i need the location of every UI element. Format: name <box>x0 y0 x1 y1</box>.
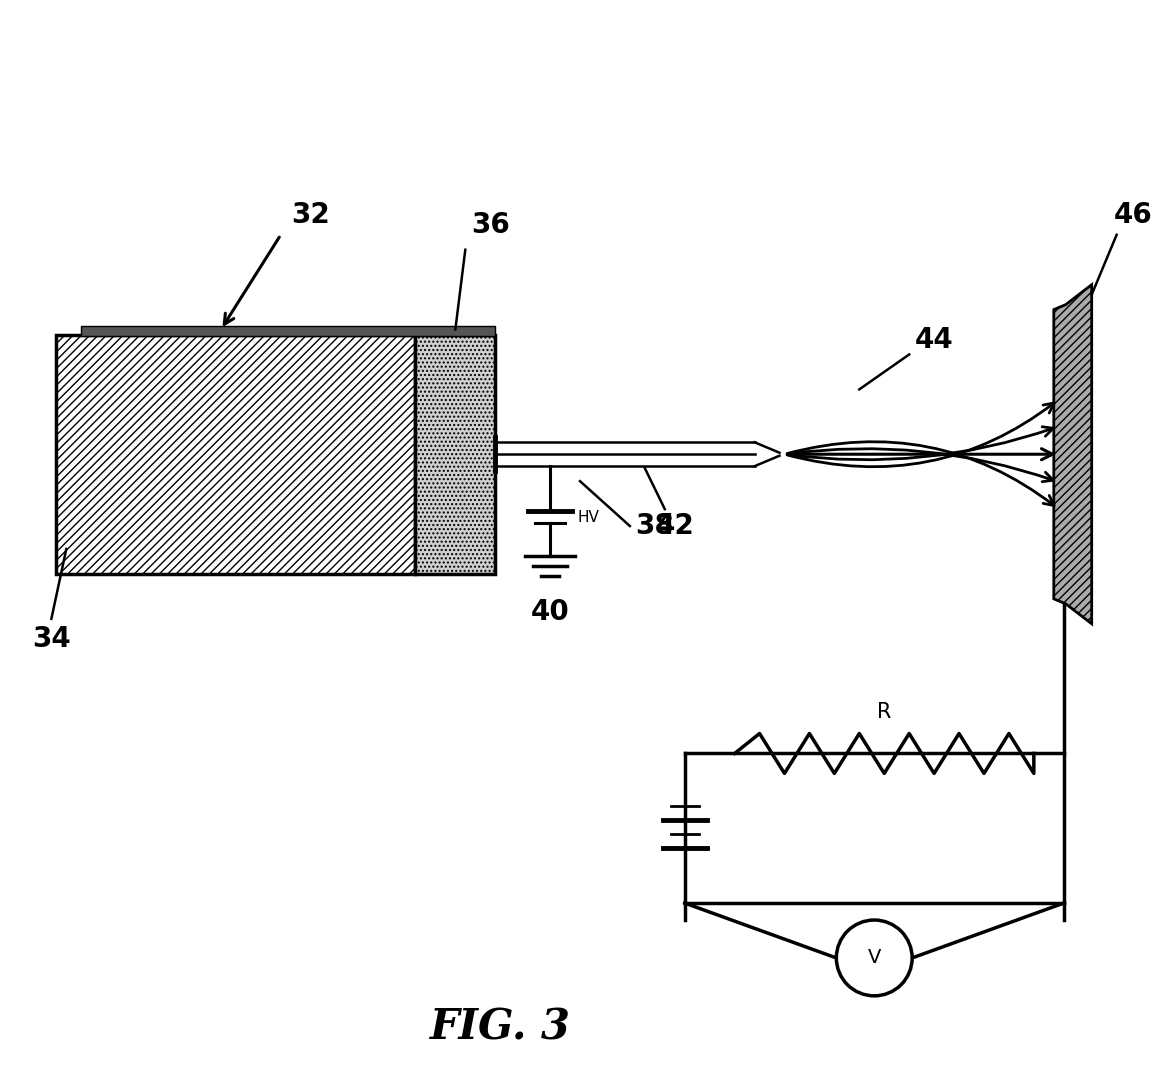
Text: 32: 32 <box>292 201 330 229</box>
Circle shape <box>837 920 913 996</box>
Text: 36: 36 <box>470 210 510 238</box>
Text: FIG. 3: FIG. 3 <box>429 1007 571 1048</box>
Text: 42: 42 <box>656 512 694 540</box>
Bar <box>56 335 415 573</box>
Bar <box>56 335 415 573</box>
Text: V: V <box>867 948 881 967</box>
Text: HV: HV <box>576 509 599 525</box>
Text: 40: 40 <box>531 598 569 625</box>
Polygon shape <box>1054 285 1091 623</box>
Bar <box>415 335 495 573</box>
Bar <box>82 325 495 336</box>
Text: R: R <box>878 701 892 722</box>
Text: 46: 46 <box>1114 201 1153 229</box>
Text: 38: 38 <box>636 512 675 540</box>
Text: 34: 34 <box>32 624 71 653</box>
Text: 44: 44 <box>915 325 953 353</box>
